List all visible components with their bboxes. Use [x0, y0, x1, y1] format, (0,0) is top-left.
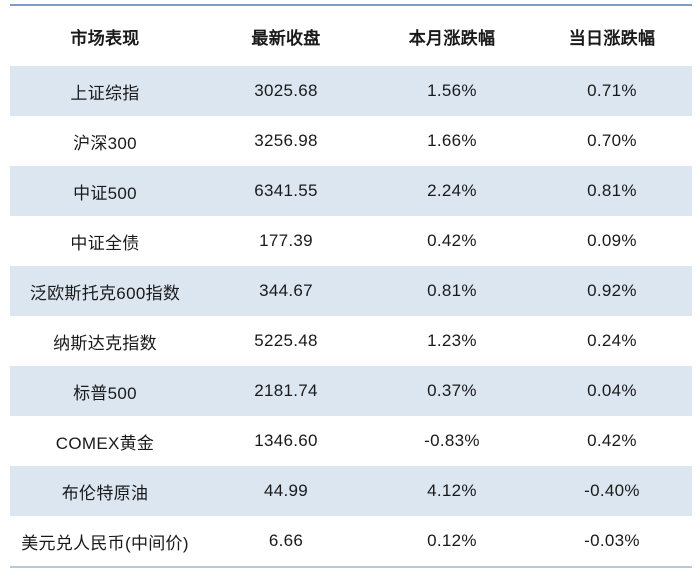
table-row: 纳斯达克指数 5225.48 1.23% 0.24% — [10, 316, 692, 366]
month-change-cell: 4.12% — [427, 481, 477, 500]
latest-close-cell: 44.99 — [263, 481, 309, 500]
day-change-cell: 0.24% — [587, 331, 637, 350]
day-change-cell: -0.40% — [584, 481, 640, 500]
day-change-cell: 0.71% — [587, 81, 637, 100]
column-header-month-change: 本月涨跌幅 — [408, 28, 496, 48]
day-change-cell: 0.81% — [587, 181, 637, 200]
month-change-cell: 2.24% — [427, 181, 477, 200]
latest-close-cell: 2181.74 — [254, 381, 318, 400]
day-change-cell: 0.70% — [587, 131, 637, 150]
table-row: 中证500 6341.55 2.24% 0.81% — [10, 166, 692, 216]
market-name-cell: 美元兑人民币(中间价) — [21, 533, 189, 553]
month-change-cell: 0.42% — [427, 231, 477, 250]
month-change-cell: 0.12% — [427, 531, 477, 550]
month-change-cell: -0.83% — [424, 431, 480, 450]
table-row: 沪深300 3256.98 1.66% 0.70% — [10, 116, 692, 166]
table-row: 布伦特原油 44.99 4.12% -0.40% — [10, 466, 692, 516]
market-name-cell: 中证全债 — [70, 233, 140, 253]
market-name-cell: COMEX黄金 — [55, 433, 155, 453]
day-change-cell: 0.04% — [587, 381, 637, 400]
market-name-cell: 上证综指 — [70, 83, 140, 103]
column-header-market: 市场表现 — [70, 28, 140, 48]
table-row: 泛欧斯托克600指数 344.67 0.81% 0.92% — [10, 266, 692, 316]
latest-close-cell: 344.67 — [259, 281, 313, 300]
market-name-cell: 泛欧斯托克600指数 — [29, 283, 181, 303]
latest-close-cell: 177.39 — [259, 231, 313, 250]
latest-close-cell: 6.66 — [268, 531, 304, 550]
market-name-cell: 标普500 — [73, 383, 137, 403]
month-change-cell: 0.81% — [427, 281, 477, 300]
table-top-border — [10, 4, 692, 6]
table-row: 美元兑人民币(中间价) 6.66 0.12% -0.03% — [10, 516, 692, 566]
month-change-cell: 1.56% — [427, 81, 477, 100]
table-bottom-border — [10, 566, 692, 568]
table-row: 上证综指 3025.68 1.56% 0.71% — [10, 66, 692, 116]
month-change-cell: 0.37% — [427, 381, 477, 400]
day-change-cell: 0.42% — [587, 431, 637, 450]
market-name-cell: 纳斯达克指数 — [53, 333, 157, 353]
latest-close-cell: 6341.55 — [254, 181, 318, 200]
latest-close-cell: 3025.68 — [254, 81, 318, 100]
column-header-latest-close: 最新收盘 — [251, 28, 321, 48]
latest-close-cell: 1346.60 — [254, 431, 318, 450]
day-change-cell: -0.03% — [584, 531, 640, 550]
day-change-cell: 0.09% — [587, 231, 637, 250]
market-name-cell: 中证500 — [73, 183, 137, 203]
market-name-cell: 布伦特原油 — [61, 483, 149, 503]
table-row: 中证全债 177.39 0.42% 0.09% — [10, 216, 692, 266]
latest-close-cell: 5225.48 — [254, 331, 318, 350]
month-change-cell: 1.23% — [427, 331, 477, 350]
day-change-cell: 0.92% — [587, 281, 637, 300]
market-name-cell: 沪深300 — [73, 133, 137, 153]
table-header-row: 市场表现 最新收盘 本月涨跌幅 当日涨跌幅 — [10, 6, 692, 66]
table-row: COMEX黄金 1346.60 -0.83% 0.42% — [10, 416, 692, 466]
table-row: 标普500 2181.74 0.37% 0.04% — [10, 366, 692, 416]
market-performance-table: 市场表现 最新收盘 本月涨跌幅 当日涨跌幅 上证综指 3025.68 1.56%… — [10, 4, 692, 568]
column-header-day-change: 当日涨跌幅 — [568, 28, 656, 48]
latest-close-cell: 3256.98 — [254, 131, 318, 150]
month-change-cell: 1.66% — [427, 131, 477, 150]
